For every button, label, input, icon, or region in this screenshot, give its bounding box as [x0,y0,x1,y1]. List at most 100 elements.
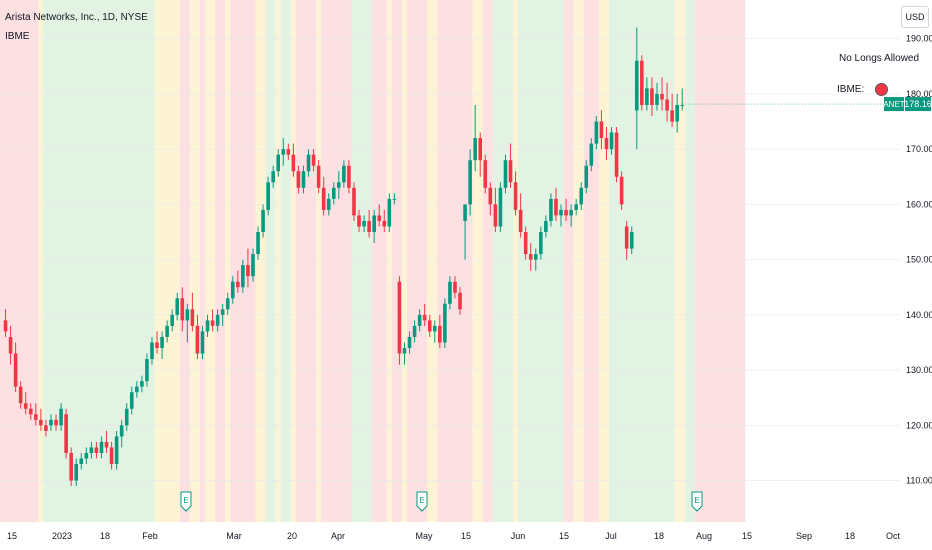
candle [579,182,584,210]
candle [655,82,659,111]
candle [84,447,89,464]
time-tick-label: Aug [696,531,712,541]
regime-band-yellow [573,0,584,522]
time-tick-label: Feb [142,531,158,541]
candle [367,209,371,238]
symbol-tag-label: ANET [883,100,904,109]
candle [463,204,467,260]
regime-band-red [179,0,190,522]
candle [195,314,200,360]
time-tick-label: Jul [605,531,617,541]
candle [129,386,134,415]
candle [225,292,230,315]
candle [528,243,533,271]
svg-text:E: E [183,496,188,505]
candle [124,403,129,431]
candle [251,248,255,282]
candle [427,314,432,337]
candle [59,403,63,431]
price-axis[interactable]: 190.00 180.00 170.00 160.00 150.00 140.00 130.… [906,34,932,486]
candle [397,276,402,365]
candle [544,215,548,238]
regime-band-yellow [290,0,296,522]
candle [650,77,654,116]
earnings-icon[interactable]: E [416,491,428,512]
candle [362,215,366,232]
price-tick-label: 150.00 [906,255,932,265]
candle [508,143,513,188]
candle [266,176,270,216]
candle [210,309,215,332]
regime-band-yellow [275,0,281,522]
candle [387,193,392,232]
candle [230,276,235,304]
candle [377,204,382,227]
candle [296,165,301,194]
indicator-name[interactable]: IBME [5,31,30,42]
indicator-dot-icon [875,83,888,96]
candle [44,419,48,437]
candle [170,309,174,332]
candle [660,77,664,111]
candle [458,287,462,315]
candle [241,259,245,293]
time-axis[interactable]: 15 2023 18 Feb Mar 20 Apr May 15 Jun 15 Jul 18 Aug 15 S… [7,531,901,541]
regime-band-red [694,0,746,522]
regime-band-yellow [427,0,438,522]
candle [94,441,99,459]
candle [665,82,669,122]
candle [422,303,427,326]
earnings-icon[interactable]: E [180,491,192,512]
currency-button[interactable]: USD [901,6,929,28]
earnings-icon[interactable]: E [691,491,703,512]
candle [518,193,523,238]
svg-text:E: E [694,496,699,505]
candle [109,441,114,470]
candle [574,198,578,216]
time-tick-label: Sep [796,531,812,541]
price-tick-label: 110.00 [906,476,932,486]
regime-band-yellow [316,0,322,522]
candle [488,182,493,216]
candlestick-series [3,27,685,487]
candle [301,165,306,194]
candle [629,226,634,255]
candle [569,204,573,227]
candle [180,287,185,332]
candle [539,226,543,260]
candle [645,77,649,111]
candle [680,88,685,111]
time-tick-label: 15 [559,531,569,541]
candle [89,441,94,459]
time-tick-label: Jun [511,531,526,541]
regime-band-red [321,0,352,522]
candle [594,116,599,150]
candle [205,314,210,337]
time-tick-label: 18 [654,531,664,541]
time-tick-label: May [415,531,433,541]
candle [402,342,407,365]
regime-band-red [407,0,428,522]
candle [39,408,43,431]
time-tick-label: Apr [331,531,345,541]
candle [74,458,79,487]
candle [533,248,538,271]
candle [271,165,275,188]
candle [286,143,291,161]
regime-band-yellow [513,0,519,522]
candle [352,182,356,221]
candle [609,127,614,155]
candle [23,392,28,415]
candle [559,204,563,227]
candle [99,436,104,459]
candle [276,149,281,177]
candle [331,182,336,205]
candle [160,331,164,360]
price-tag [905,97,931,112]
candle [155,331,159,354]
grid [0,38,900,481]
candle [145,353,149,387]
candle [337,171,341,199]
regime-band-red [215,0,226,522]
